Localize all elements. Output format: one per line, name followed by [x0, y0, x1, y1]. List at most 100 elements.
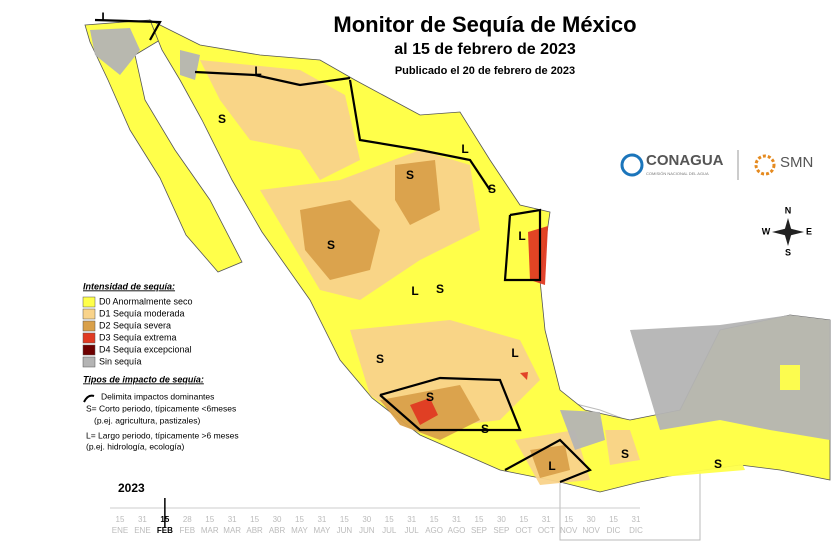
drought-area [530, 445, 570, 478]
map-label: S [481, 422, 489, 436]
timeline-day: 30 [497, 515, 506, 524]
timeline-day: 31 [632, 515, 641, 524]
timeline-day: 15 [250, 515, 259, 524]
drought-area [410, 398, 438, 425]
timeline-month: MAY [291, 526, 308, 535]
compass-s: S [785, 247, 791, 257]
timeline-month: DIC [629, 526, 643, 535]
timeline-day: 15 [430, 515, 439, 524]
timeline-day: 15 [205, 515, 214, 524]
map-label: L [548, 459, 555, 473]
timeline-month: JUL [382, 526, 397, 535]
timeline: 2023 15 ENE 31 ENE 15 FEB 28 FEB 15 MAR 31 MAR 15 ABR… [110, 481, 643, 535]
impact-line-icon [83, 394, 95, 403]
smn-logo: SMN [780, 154, 813, 171]
timeline-day: 15 [475, 515, 484, 524]
timeline-day: 15 [116, 515, 125, 524]
legend-title: Intensidad de sequía: [83, 281, 175, 291]
timeline-day: 15 [295, 515, 304, 524]
title: Monitor de Sequía de México [333, 12, 636, 37]
timeline-month: ENE [112, 526, 128, 535]
timeline-month: JUN [359, 526, 375, 535]
legend-swatch [82, 344, 96, 356]
drought-area [560, 410, 605, 450]
impact-boundary [504, 438, 592, 484]
conagua-icon [620, 153, 644, 177]
timeline-day: 15 [385, 515, 394, 524]
timeline-year: 2023 [118, 481, 145, 495]
timeline-day: 31 [407, 515, 416, 524]
timeline-day: 30 [273, 515, 282, 524]
impact-boundary [503, 208, 542, 282]
timeline-month: MAR [223, 526, 241, 535]
timeline-month: AGO [448, 526, 466, 535]
map-label: L [254, 64, 261, 78]
map-label: S [327, 238, 335, 252]
logos: CONAGUA COMISIÓN NACIONAL DEL AGUA SMN [620, 150, 813, 180]
drought-area [200, 60, 360, 180]
compass-w: W [762, 226, 771, 236]
timeline-day: 28 [183, 515, 192, 524]
smn-icon [754, 154, 776, 176]
legend: Intensidad de sequía: Tipos de impacto d… [82, 281, 239, 451]
timeline-month: ENE [134, 526, 150, 535]
impact-text: Delimita impactos dominantes [101, 391, 214, 401]
drought-area [630, 315, 830, 440]
impact-text: (p.ej. agricultura, pastizales) [94, 415, 200, 425]
timeline-month: SEP [493, 526, 509, 535]
timeline-month: OCT [538, 526, 555, 535]
map-label: S [406, 168, 414, 182]
map-label: L [101, 10, 108, 24]
drought-area [528, 226, 548, 285]
legend-swatch [82, 296, 96, 308]
compass: N S E W [762, 205, 812, 257]
conagua-logo: CONAGUA [646, 152, 724, 169]
map-label: L [518, 229, 525, 243]
map-label: S [621, 447, 629, 461]
timeline-month: ABR [269, 526, 286, 535]
compass-n: N [785, 205, 792, 215]
timeline-day: 31 [228, 515, 237, 524]
timeline-day: 31 [317, 515, 326, 524]
map-label: S [436, 282, 444, 296]
timeline-month: DIC [607, 526, 621, 535]
timeline-month: MAY [314, 526, 331, 535]
legend-label: D2 Sequía severa [99, 320, 171, 330]
drought-area [640, 455, 745, 478]
legend-label: D4 Sequía excepcional [99, 344, 192, 354]
map-label: S [376, 352, 384, 366]
timeline-day: 31 [542, 515, 551, 524]
map-label: S [218, 112, 226, 126]
impact-boundary [348, 79, 491, 191]
map-land: L L S L S S L S S L L S S S S L S [84, 10, 831, 541]
legend-label: D1 Sequía moderada [99, 308, 185, 318]
timeline-month: JUL [405, 526, 420, 535]
timeline-day: 30 [587, 515, 596, 524]
impact-text: L= Largo periodo, típicamente >6 meses [86, 430, 239, 440]
timeline-month: OCT [515, 526, 532, 535]
timeline-month: ABR [246, 526, 263, 535]
timeline-month: NOV [582, 526, 600, 535]
impact-title: Tipos de impacto de sequía: [83, 374, 204, 384]
timeline-day: 15 [519, 515, 528, 524]
impact-boundary [379, 376, 522, 432]
legend-swatch [82, 308, 96, 320]
timeline-month: AGO [425, 526, 443, 535]
drought-area [605, 430, 640, 465]
impact-boundary [94, 18, 162, 41]
impact-text: (p.ej. hidrología, ecología) [86, 441, 184, 451]
timeline-month: MAR [201, 526, 219, 535]
baja [84, 19, 243, 273]
impact-boundary [194, 70, 351, 87]
conagua-sub: COMISIÓN NACIONAL DEL AGUA [646, 171, 709, 176]
legend-swatch [82, 332, 96, 344]
drought-area [520, 372, 528, 380]
map-label: L [461, 142, 468, 156]
drought-area [90, 28, 140, 75]
impact-text: S= Corto periodo, típicamente <6meses [86, 403, 236, 413]
compass-e: E [806, 226, 812, 236]
legend-swatch [82, 356, 96, 368]
map-label: S [488, 182, 496, 196]
timeline-day: 15 [564, 515, 573, 524]
